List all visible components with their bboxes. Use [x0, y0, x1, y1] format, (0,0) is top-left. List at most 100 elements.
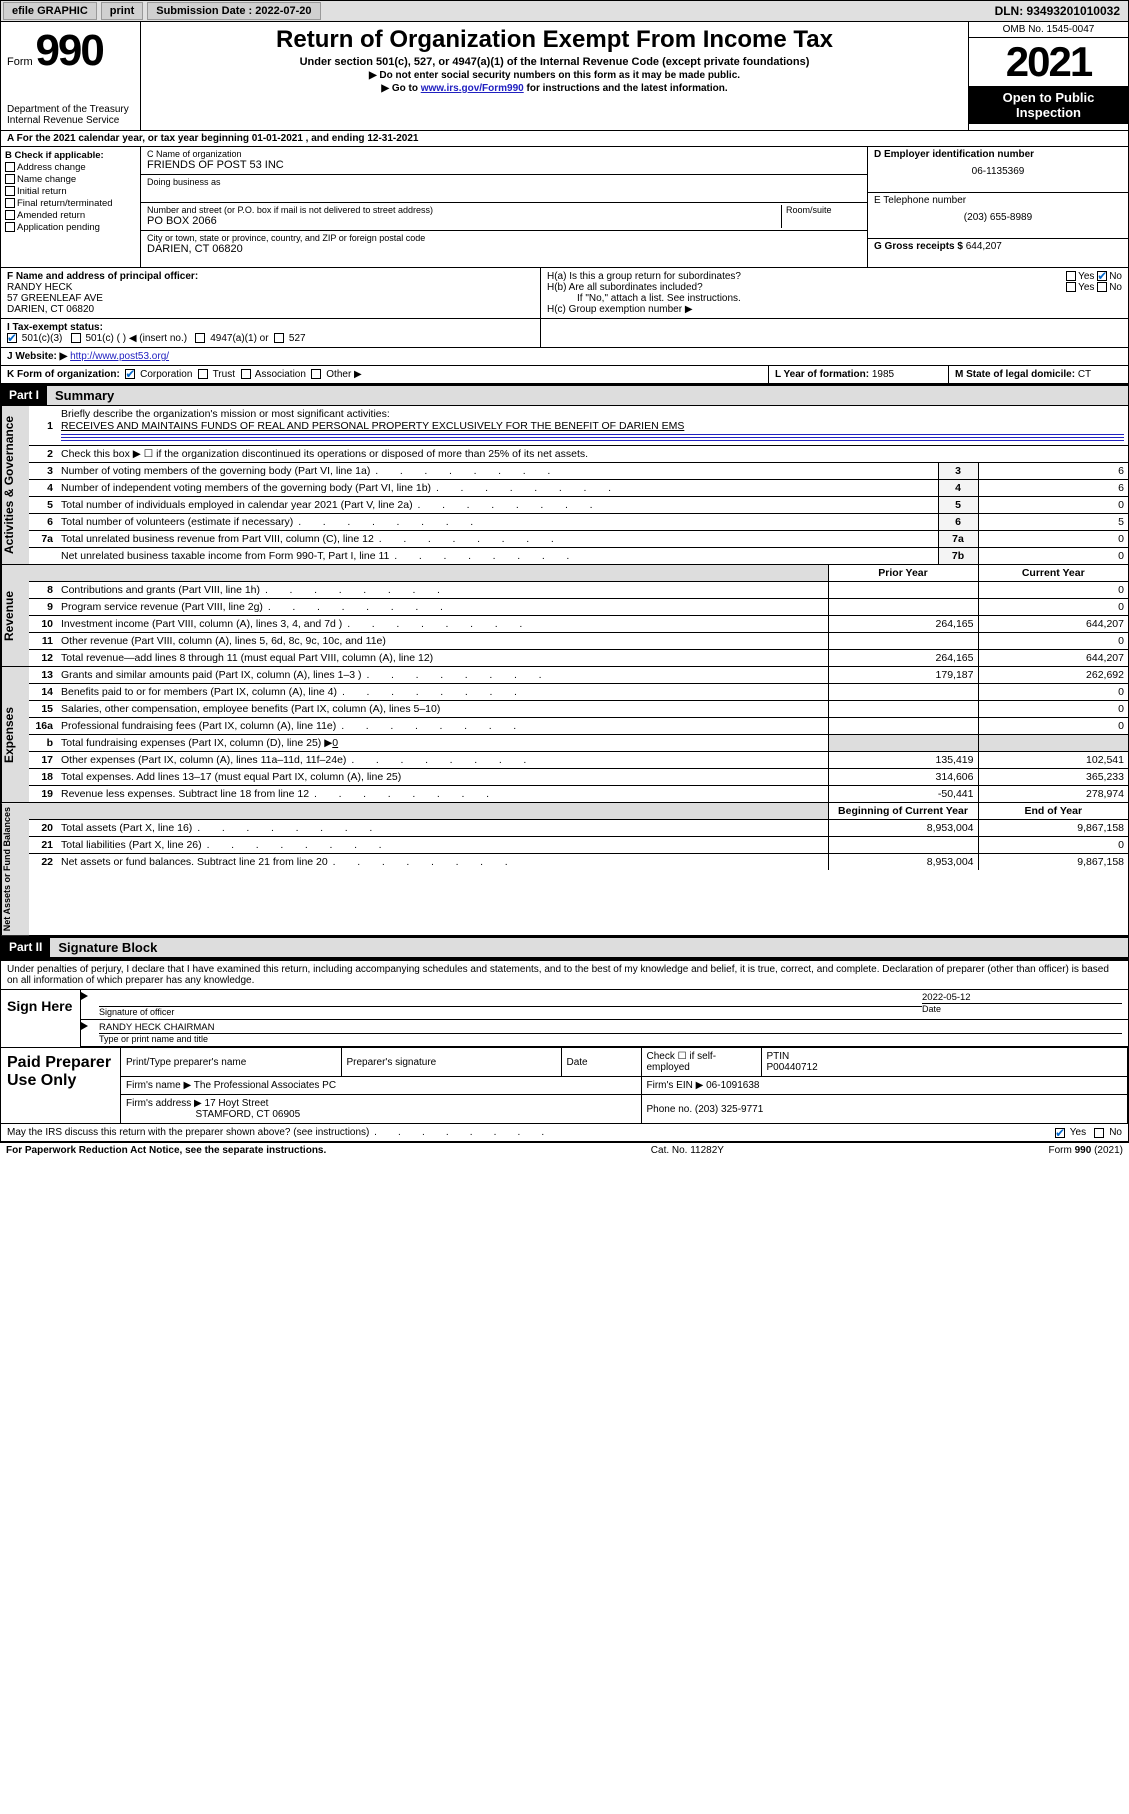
website-link[interactable]: http://www.post53.org/ — [70, 351, 169, 362]
form-subtitle: Under section 501(c), 527, or 4947(a)(1)… — [147, 56, 962, 68]
chk-other[interactable] — [311, 369, 321, 379]
part2-title: Signature Block — [50, 938, 1128, 957]
chk-ha-no[interactable] — [1097, 271, 1107, 281]
j-label: J Website: ▶ — [7, 351, 67, 362]
chk-501c3[interactable] — [7, 333, 17, 343]
hb-note: If "No," attach a list. See instructions… — [547, 293, 1122, 304]
l12-text: Total revenue—add lines 8 through 11 (mu… — [57, 650, 828, 667]
l18-text: Total expenses. Add lines 13–17 (must eq… — [57, 769, 828, 786]
instr-ssn: ▶ Do not enter social security numbers o… — [147, 70, 962, 81]
instr-goto-pre: ▶ Go to — [381, 83, 420, 94]
d-ein-label: D Employer identification number — [874, 149, 1122, 160]
chk-hb-no[interactable] — [1097, 282, 1107, 292]
i-label: I Tax-exempt status: — [7, 322, 103, 333]
l-label: L Year of formation: — [775, 369, 869, 380]
chk-final-return[interactable] — [5, 198, 15, 208]
p10: 264,165 — [828, 616, 978, 633]
v7b: 0 — [978, 548, 1128, 565]
ha-label: H(a) Is this a group return for subordin… — [547, 271, 741, 282]
lbl-527: 527 — [289, 333, 306, 344]
l19-text: Revenue less expenses. Subtract line 18 … — [61, 788, 491, 800]
row-i: I Tax-exempt status: 501(c)(3) 501(c) ( … — [0, 319, 1129, 348]
ptin-value: P00440712 — [767, 1062, 818, 1073]
l7b-text: Net unrelated business taxable income fr… — [61, 550, 571, 562]
c-name-label: C Name of organization — [147, 149, 861, 159]
officer-addr1: 57 GREENLEAF AVE — [7, 293, 534, 304]
p19: -50,441 — [828, 786, 978, 803]
p21 — [828, 837, 978, 854]
ptin-label: PTIN — [767, 1051, 790, 1062]
l15-text: Salaries, other compensation, employee b… — [57, 701, 828, 718]
phone-value: (203) 655-8989 — [874, 212, 1122, 223]
e-phone-label: E Telephone number — [874, 195, 1122, 206]
tax-year: 2021 — [969, 38, 1128, 86]
chk-discuss-yes[interactable] — [1055, 1128, 1065, 1138]
state-domicile: CT — [1078, 369, 1091, 380]
hb-no: No — [1109, 282, 1122, 293]
firm-ein-label: Firm's EIN ▶ — [647, 1080, 704, 1091]
v6: 5 — [978, 514, 1128, 531]
addr-label: Number and street (or P.O. box if mail i… — [147, 205, 781, 215]
officer-group-row: F Name and address of principal officer:… — [0, 267, 1129, 319]
c16a: 0 — [978, 718, 1128, 735]
l5-text: Total number of individuals employed in … — [61, 499, 595, 511]
gross-receipts-value: 644,207 — [966, 241, 1002, 252]
c10: 644,207 — [978, 616, 1128, 633]
part1-title: Summary — [47, 386, 1128, 405]
lbl-initial-return: Initial return — [17, 186, 67, 197]
chk-discuss-no[interactable] — [1094, 1128, 1104, 1138]
p16a — [828, 718, 978, 735]
prior-year-hdr: Prior Year — [828, 565, 978, 582]
v4: 6 — [978, 480, 1128, 497]
discuss-yes: Yes — [1070, 1127, 1086, 1138]
chk-ha-yes[interactable] — [1066, 271, 1076, 281]
cat-no: Cat. No. 11282Y — [651, 1145, 724, 1156]
l4-text: Number of independent voting members of … — [61, 482, 613, 494]
chk-trust[interactable] — [198, 369, 208, 379]
chk-assoc[interactable] — [241, 369, 251, 379]
p12: 264,165 — [828, 650, 978, 667]
chk-initial-return[interactable] — [5, 186, 15, 196]
chk-app-pending[interactable] — [5, 222, 15, 232]
l13-text: Grants and similar amounts paid (Part IX… — [61, 669, 544, 681]
print-button[interactable]: print — [101, 2, 143, 20]
hb-yes: Yes — [1078, 282, 1094, 293]
lbl-address-change: Address change — [17, 162, 86, 173]
discuss-row: May the IRS discuss this return with the… — [0, 1124, 1129, 1142]
l11-text: Other revenue (Part VIII, column (A), li… — [57, 633, 828, 650]
row-j: J Website: ▶ http://www.post53.org/ — [0, 348, 1129, 366]
chk-hb-yes[interactable] — [1066, 282, 1076, 292]
check-self-employed: Check ☐ if self-employed — [641, 1048, 761, 1077]
chk-address-change[interactable] — [5, 162, 15, 172]
form-title: Return of Organization Exempt From Incom… — [147, 26, 962, 54]
p15 — [828, 701, 978, 718]
open-public-2: Inspection — [971, 105, 1126, 120]
triangle-icon — [81, 992, 88, 1000]
entity-block: B Check if applicable: Address change Na… — [0, 147, 1129, 267]
l20-text: Total assets (Part X, line 16) — [61, 822, 374, 834]
v3: 6 — [978, 463, 1128, 480]
f-label: F Name and address of principal officer: — [7, 271, 534, 282]
firm-name-value: The Professional Associates PC — [194, 1080, 336, 1091]
p17: 135,419 — [828, 752, 978, 769]
discuss-text: May the IRS discuss this return with the… — [7, 1127, 546, 1138]
ha-no: No — [1109, 271, 1122, 282]
lbl-app-pending: Application pending — [17, 222, 100, 233]
lbl-corp: Corporation — [140, 369, 192, 380]
lbl-other: Other ▶ — [326, 369, 361, 380]
chk-4947[interactable] — [195, 333, 205, 343]
chk-corp[interactable] — [125, 369, 135, 379]
lbl-assoc: Association — [255, 369, 306, 380]
chk-amended-return[interactable] — [5, 210, 15, 220]
l9-text: Program service revenue (Part VIII, line… — [61, 601, 445, 613]
p13: 179,187 — [828, 667, 978, 684]
l3-text: Number of voting members of the governin… — [61, 465, 552, 477]
instructions-link[interactable]: www.irs.gov/Form990 — [421, 83, 524, 94]
side-revenue: Revenue — [1, 565, 29, 666]
efile-graphic-button[interactable]: efile GRAPHIC — [3, 2, 97, 20]
chk-527[interactable] — [274, 333, 284, 343]
chk-501c[interactable] — [71, 333, 81, 343]
c15: 0 — [978, 701, 1128, 718]
chk-name-change[interactable] — [5, 174, 15, 184]
sig-officer-label: Signature of officer — [99, 1006, 922, 1017]
